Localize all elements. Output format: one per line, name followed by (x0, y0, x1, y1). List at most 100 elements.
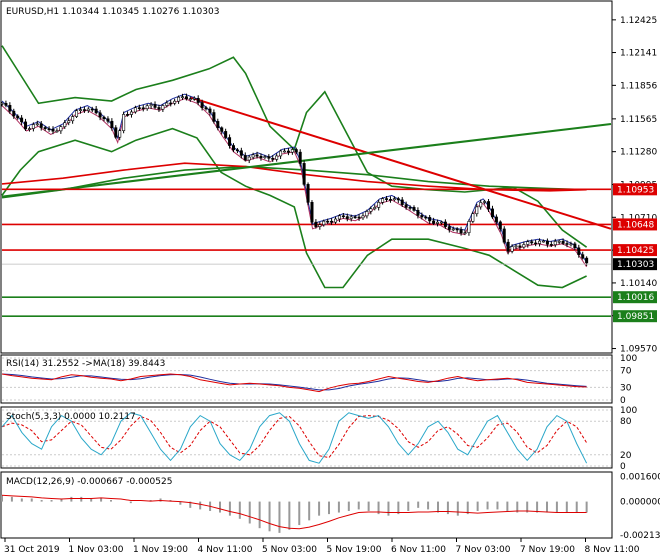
candle-body (239, 150, 243, 156)
candle-body (483, 201, 487, 203)
level-tag (613, 310, 657, 323)
candle-body (459, 229, 463, 234)
time-tick-label: 5 Nov 19:00 (327, 545, 382, 555)
level-tag-text: 1.10648 (617, 220, 654, 230)
candle-body (145, 105, 149, 110)
candle-body (447, 226, 451, 230)
osc-tick-label: 100 (620, 354, 637, 364)
time-tick-label: 6 Nov 11:00 (391, 545, 446, 555)
level-tag-text: 1.10953 (617, 185, 654, 195)
candle-body (577, 247, 581, 255)
candle-body (286, 150, 290, 153)
osc-tick-label: 80 (620, 417, 632, 427)
moving-average-blue (1, 93, 588, 263)
candle-body (581, 254, 585, 259)
candle-body (408, 207, 412, 209)
candle-body (298, 151, 302, 164)
rsi-label: RSI(14) 31.2552 ->MA(18) 39.8443 (6, 359, 165, 369)
price-tick-label: 1.12141 (620, 49, 657, 59)
candle-body (149, 104, 153, 107)
time-tick-label: 5 Nov 03:00 (262, 545, 317, 555)
candle-body (192, 97, 196, 100)
candle-body (326, 220, 330, 223)
candle-body (353, 216, 357, 219)
level-tag (613, 183, 657, 196)
bollinger-upper-band (1, 45, 588, 248)
candle-body (200, 102, 204, 108)
candle-body (47, 128, 51, 130)
candle-body (545, 240, 549, 245)
candle-body (0, 103, 4, 105)
macd-tick-label: 0.001600 (620, 473, 660, 483)
candle-body (365, 211, 369, 217)
macd-signal-line (1, 494, 587, 530)
level-tag (613, 218, 657, 231)
candle-body (573, 243, 577, 249)
candle-body (553, 241, 557, 246)
level-tag (613, 291, 657, 304)
candle-body (585, 257, 589, 264)
candle-body (475, 206, 479, 215)
stoch-panel-frame (0, 406, 613, 469)
candle-body (369, 208, 373, 212)
candle-body (24, 121, 28, 130)
candle-body (94, 108, 98, 114)
candle-body (137, 107, 141, 110)
candle-body (126, 114, 130, 116)
candle-body (534, 242, 538, 245)
candle-body (361, 215, 365, 219)
candle-body (35, 123, 39, 126)
candle-body (310, 201, 314, 223)
price-tick-label: 1.12425 (620, 16, 657, 26)
moving-average-green (1, 165, 587, 199)
candle-body (16, 115, 20, 119)
candle-body (114, 127, 118, 138)
candle-body (82, 109, 86, 111)
candle-body (404, 204, 408, 208)
candle-body (133, 107, 137, 113)
candle-body (557, 240, 561, 243)
candle-body (71, 116, 75, 122)
candle-body (330, 220, 334, 223)
price-tick-label: 1.10710 (620, 213, 657, 223)
candle-body (514, 245, 518, 248)
candle-body (463, 232, 467, 234)
candle-body (420, 215, 424, 218)
price-tick-label: 1.10140 (620, 279, 657, 289)
candle-body (385, 198, 389, 200)
osc-tick-label: 0 (620, 462, 626, 472)
candle-body (51, 128, 55, 132)
last-price-text: 1.10303 (617, 260, 654, 270)
candle-body (467, 221, 471, 233)
candle-body (247, 156, 251, 161)
candle-body (67, 120, 71, 123)
osc-signal-line (1, 415, 588, 459)
candle-body (416, 210, 420, 216)
time-tick-label: 7 Nov 03:00 (456, 545, 511, 555)
candle-body (216, 121, 220, 129)
candle-body (502, 228, 506, 243)
trend-line (1, 123, 612, 198)
candle-body (208, 108, 212, 113)
candle-body (306, 184, 310, 203)
trend-line (190, 96, 612, 230)
candle-body (251, 154, 255, 158)
candle-body (561, 240, 565, 244)
price-tick-label: 1.09570 (620, 345, 657, 355)
candle-body (565, 243, 569, 245)
candle-body (232, 145, 236, 151)
candle-body (110, 120, 114, 128)
candle-body (63, 122, 67, 127)
candle-body (279, 150, 283, 157)
time-tick-label: 1 Nov 19:00 (133, 545, 188, 555)
candle-body (129, 111, 133, 115)
time-tick-label: 4 Nov 11:00 (198, 545, 253, 555)
candle-body (271, 157, 275, 160)
osc-main-line (1, 412, 588, 464)
candle-body (290, 149, 294, 153)
candle-body (424, 216, 428, 219)
candle-body (228, 137, 232, 146)
candle-body (349, 216, 353, 219)
level-tag-text: 1.10016 (617, 293, 654, 303)
candle-body (204, 107, 208, 110)
